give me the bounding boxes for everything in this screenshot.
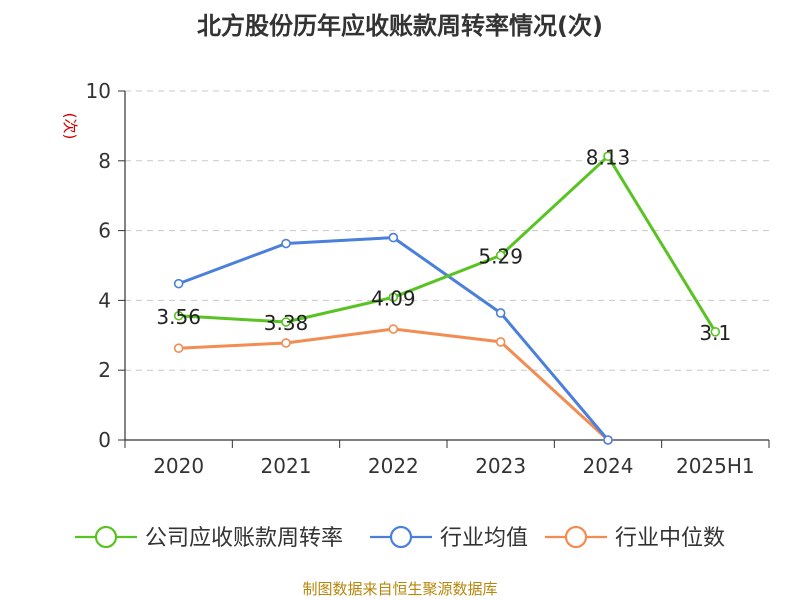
y-tick-label: 10	[86, 79, 111, 103]
x-tick-label: 2023	[475, 454, 526, 478]
legend-label: 行业均值	[440, 526, 528, 551]
axes: 0 2 4 6 8 10 2020 2021 2022 2023 2024 2025H1	[86, 79, 770, 478]
data-label: 4.09	[371, 286, 416, 310]
legend-marker	[564, 525, 588, 549]
data-point	[173, 278, 184, 289]
data-point	[388, 324, 399, 334]
data-point	[495, 250, 506, 261]
data-point	[388, 232, 399, 243]
data-point	[710, 327, 721, 337]
data-point	[603, 151, 613, 162]
data-point	[495, 337, 506, 347]
data-point	[281, 317, 291, 327]
series-layer	[173, 151, 721, 445]
data-point	[173, 343, 184, 354]
data-point	[495, 308, 506, 318]
data-label: 3.56	[156, 305, 201, 329]
x-tick-label: 2022	[368, 454, 419, 478]
legend-label: 行业中位数	[615, 526, 725, 551]
data-point	[281, 238, 291, 249]
series-line	[178, 327, 610, 442]
series-line	[178, 154, 717, 333]
data-labels: 3.56 3.38 4.09 5.29 8.13 3.1	[156, 145, 731, 345]
legend-marker	[389, 525, 413, 549]
series-line	[178, 236, 610, 441]
y-tick-label: 8	[98, 149, 111, 173]
y-axis-unit-label: (次)	[61, 113, 79, 140]
data-label: 5.29	[478, 244, 523, 268]
data-point	[388, 292, 399, 303]
x-tick-label: 2020	[153, 454, 204, 478]
legend: 公司应收账款周转率 行业均值 行业中位数	[75, 525, 725, 551]
y-tick-label: 0	[98, 428, 111, 452]
y-tick-label: 6	[98, 219, 111, 243]
x-tick-label: 2025H1	[676, 454, 755, 478]
gridlines	[125, 90, 769, 371]
chart-title: 北方股份历年应收账款周转率情况(次)	[197, 12, 603, 40]
legend-label: 公司应收账款周转率	[145, 526, 343, 551]
data-label: 3.1	[699, 321, 731, 345]
data-point	[281, 338, 291, 348]
data-point	[603, 435, 613, 445]
y-tick-label: 2	[98, 358, 111, 382]
legend-marker	[94, 525, 118, 549]
data-label: 3.38	[264, 311, 309, 335]
data-label: 8.13	[586, 145, 631, 169]
x-tick-label: 2021	[261, 454, 312, 478]
x-tick-label: 2024	[583, 454, 634, 478]
source-note: 制图数据来自恒生聚源数据库	[302, 580, 497, 598]
data-point	[173, 310, 184, 321]
y-tick-label: 4	[98, 288, 111, 312]
